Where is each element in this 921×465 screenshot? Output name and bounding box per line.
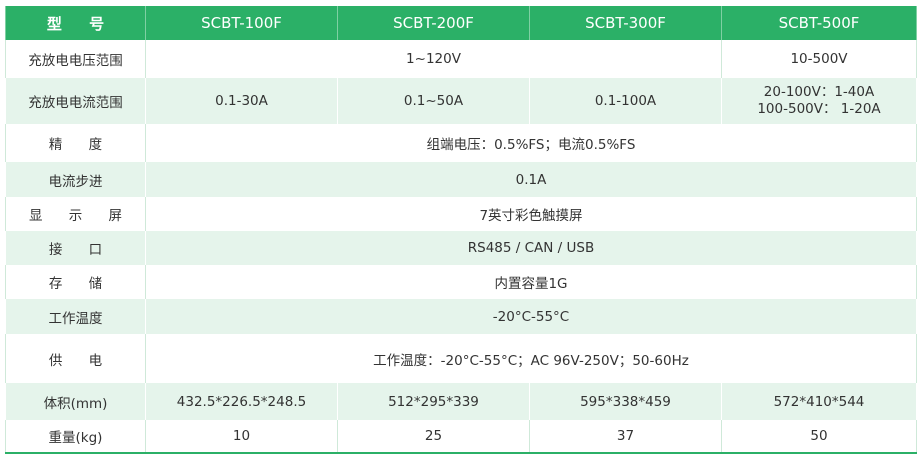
row-label: 精 度 bbox=[5, 124, 146, 162]
cell: 0.1-100A bbox=[529, 78, 722, 124]
cell: -20°C-55°C bbox=[145, 299, 917, 334]
header-row: 型 号 SCBT-100F SCBT-200F SCBT-300F SCBT-500F bbox=[5, 6, 917, 40]
row-label: 充放电电流范围 bbox=[5, 78, 146, 124]
row-label: 体积(mm) bbox=[5, 383, 146, 420]
table-row: 电流步进 0.1A bbox=[5, 162, 917, 197]
row-label: 重量(kg) bbox=[5, 420, 146, 453]
cell: 组端电压：0.5%FS；电流0.5%FS bbox=[145, 124, 917, 162]
row-label: 充放电电压范围 bbox=[5, 40, 146, 78]
header-cell: SCBT-200F bbox=[337, 6, 530, 40]
cell: 20-100V：1-40A 100-500V： 1-20A bbox=[721, 78, 917, 124]
cell: 432.5*226.5*248.5 bbox=[145, 383, 338, 420]
cell: RS485 / CAN / USB bbox=[145, 231, 917, 265]
table-row: 重量(kg) 10 25 37 50 bbox=[5, 420, 917, 453]
header-cell: SCBT-500F bbox=[721, 6, 917, 40]
cell: 0.1-30A bbox=[145, 78, 338, 124]
table-row: 充放电电压范围 1~120V 10-500V bbox=[5, 40, 917, 78]
cell: 1~120V bbox=[145, 40, 722, 78]
cell-line: 20-100V：1-40A bbox=[763, 84, 875, 100]
table-row: 供 电工作温度：-20°C-55°C；AC 96V-250V；50-60Hz bbox=[5, 334, 917, 383]
cell: 7英寸彩色触摸屏 bbox=[145, 197, 917, 231]
cell: 内置容量1G bbox=[145, 265, 917, 299]
cell: 37 bbox=[529, 420, 722, 453]
cell: 10 bbox=[145, 420, 338, 453]
cell: 0.1~50A bbox=[337, 78, 530, 124]
header-cell: SCBT-100F bbox=[145, 6, 338, 40]
table-row: 接 口 RS485 / CAN / USB bbox=[5, 231, 917, 265]
row-label: 存 储 bbox=[5, 265, 146, 299]
cell: 572*410*544 bbox=[721, 383, 917, 420]
row-label: 工作温度 bbox=[5, 299, 146, 334]
table-row: 存 储内置容量1G bbox=[5, 265, 917, 299]
row-label: 接 口 bbox=[5, 231, 146, 265]
table-row: 体积(mm) 432.5*226.5*248.5 512*295*339 595*33… bbox=[5, 383, 917, 420]
cell: 595*338*459 bbox=[529, 383, 722, 420]
spec-table: 型 号 SCBT-100F SCBT-200F SCBT-300F SCBT-500F … bbox=[5, 6, 917, 454]
cell: 50 bbox=[721, 420, 917, 453]
table-row: 精 度组端电压：0.5%FS；电流0.5%FS bbox=[5, 124, 917, 162]
cell: 25 bbox=[337, 420, 530, 453]
row-label: 电流步进 bbox=[5, 162, 146, 197]
table-row: 工作温度 -20°C-55°C bbox=[5, 299, 917, 334]
table-row: 显 示 屏 7英寸彩色触摸屏 bbox=[5, 197, 917, 231]
cell-line: 100-500V： 1-20A bbox=[757, 101, 881, 117]
header-cell: 型 号 bbox=[5, 6, 146, 40]
cell: 工作温度：-20°C-55°C；AC 96V-250V；50-60Hz bbox=[145, 334, 917, 383]
cell: 0.1A bbox=[145, 162, 917, 197]
cell: 10-500V bbox=[721, 40, 917, 78]
header-cell: SCBT-300F bbox=[529, 6, 722, 40]
row-label: 显 示 屏 bbox=[5, 197, 146, 231]
cell: 512*295*339 bbox=[337, 383, 530, 420]
row-label: 供 电 bbox=[5, 334, 146, 383]
table-row: 充放电电流范围 0.1-30A 0.1~50A 0.1-100A 20-100V：1-4… bbox=[5, 78, 917, 124]
